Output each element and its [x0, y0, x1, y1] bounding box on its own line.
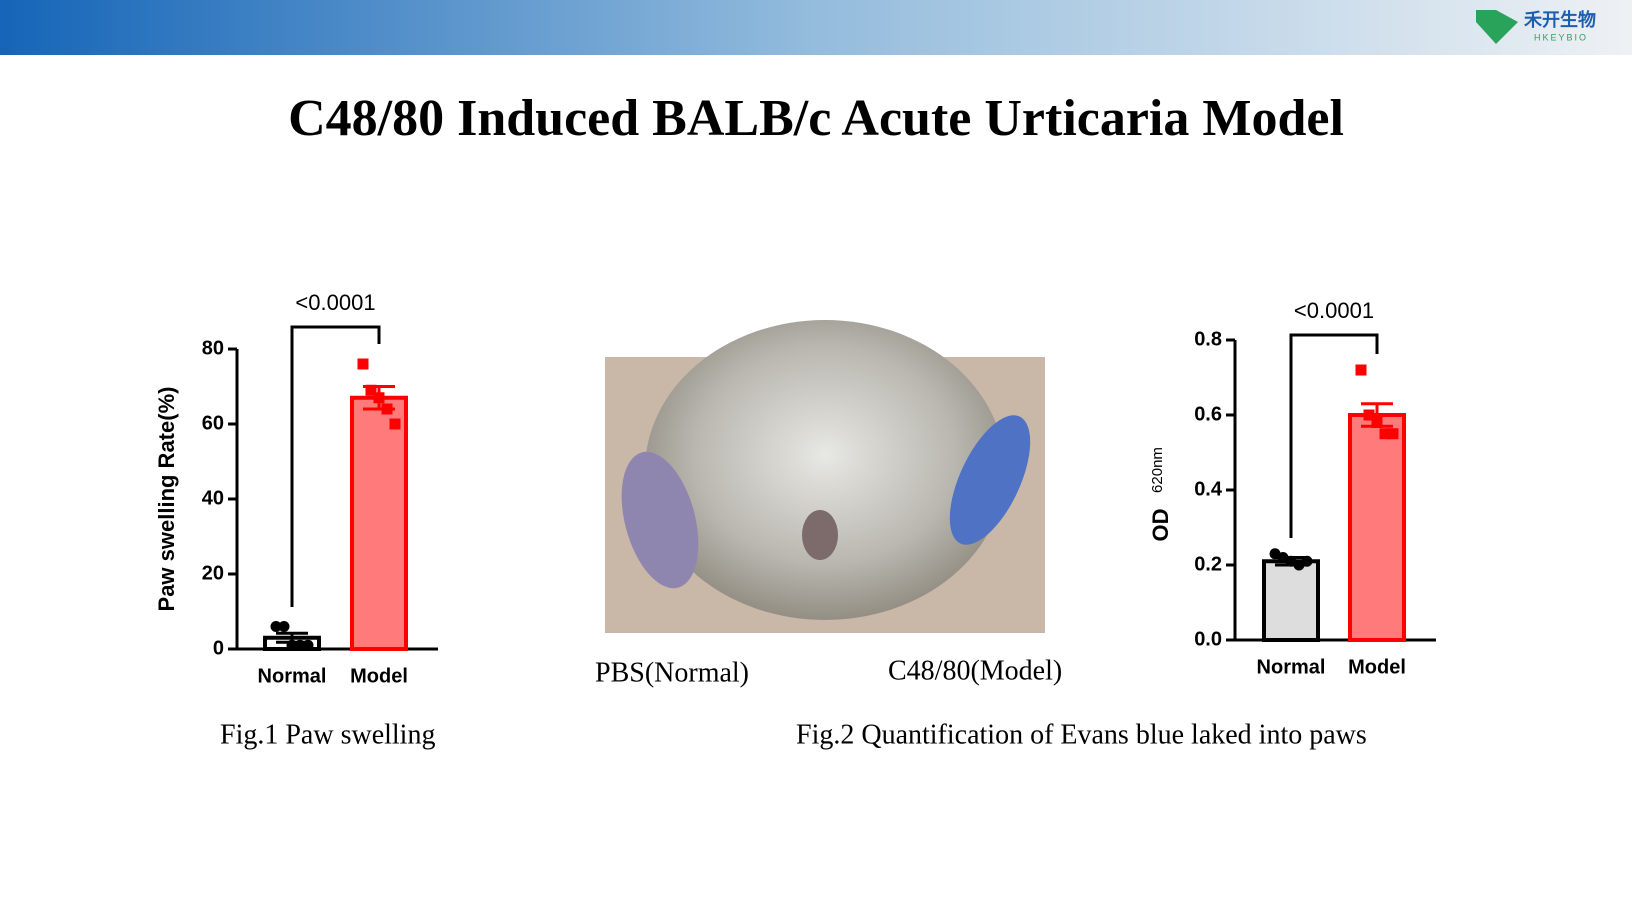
data-point — [1355, 364, 1367, 376]
logo-subtext: HKEYBIO — [1534, 32, 1588, 42]
data-point — [373, 392, 385, 404]
data-point — [381, 403, 393, 415]
y-tick-label: 40 — [202, 487, 224, 509]
x-tick-label: Normal — [1257, 656, 1326, 678]
y-tick-label: 80 — [202, 337, 224, 359]
data-point — [286, 639, 298, 651]
caption: Fig.2 Quantification of Evans blue laked… — [796, 719, 1367, 750]
significance-label: <0.0001 — [295, 290, 375, 315]
data-point — [1301, 555, 1313, 567]
y-tick-label: 0.4 — [1194, 478, 1223, 500]
data-point — [278, 621, 290, 632]
photo-label: PBS(Normal) — [595, 657, 749, 688]
logo-text: 禾开生物 — [1524, 9, 1596, 30]
data-point — [1371, 417, 1383, 428]
slide-title: C48/80 Induced BALB/c Acute Urticaria Mo… — [288, 90, 1344, 147]
y-axis-label: OD — [1148, 509, 1173, 542]
bar — [1348, 413, 1406, 642]
data-point — [270, 621, 282, 632]
significance-bracket — [290, 325, 381, 607]
photo-label: C48/80(Model) — [888, 655, 1062, 686]
header-bar — [0, 0, 1632, 55]
y-tick-label: 0.2 — [1194, 553, 1222, 575]
x-tick-label: Model — [350, 665, 408, 687]
data-point — [1387, 428, 1399, 440]
y-tick-label: 0.0 — [1194, 628, 1222, 650]
photo — [605, 320, 1045, 633]
data-point — [302, 639, 314, 651]
caption: Fig.1 Paw swelling — [220, 719, 435, 750]
y-tick-label: 0 — [213, 637, 224, 659]
y-axis-label: Paw swelling Rate(%) — [154, 387, 179, 612]
x-tick-label: Model — [1348, 656, 1406, 678]
y-tick-label: 0.8 — [1194, 328, 1222, 350]
logo-icon — [1476, 10, 1518, 44]
bar — [350, 395, 408, 651]
data-point — [294, 639, 306, 651]
data-point — [389, 418, 401, 430]
significance-label: <0.0001 — [1294, 298, 1374, 323]
bar — [1262, 559, 1320, 642]
y-tick-label: 60 — [202, 412, 224, 434]
data-point — [1379, 428, 1391, 440]
data-point — [1363, 409, 1375, 421]
significance-bracket — [1289, 333, 1379, 538]
y-tick-label: 0.6 — [1194, 403, 1222, 425]
data-point — [357, 358, 369, 370]
y-tick-label: 20 — [202, 562, 224, 584]
x-tick-label: Normal — [258, 665, 327, 687]
data-point — [365, 384, 377, 396]
y-axis-label-sub: 620nm — [1149, 447, 1166, 493]
